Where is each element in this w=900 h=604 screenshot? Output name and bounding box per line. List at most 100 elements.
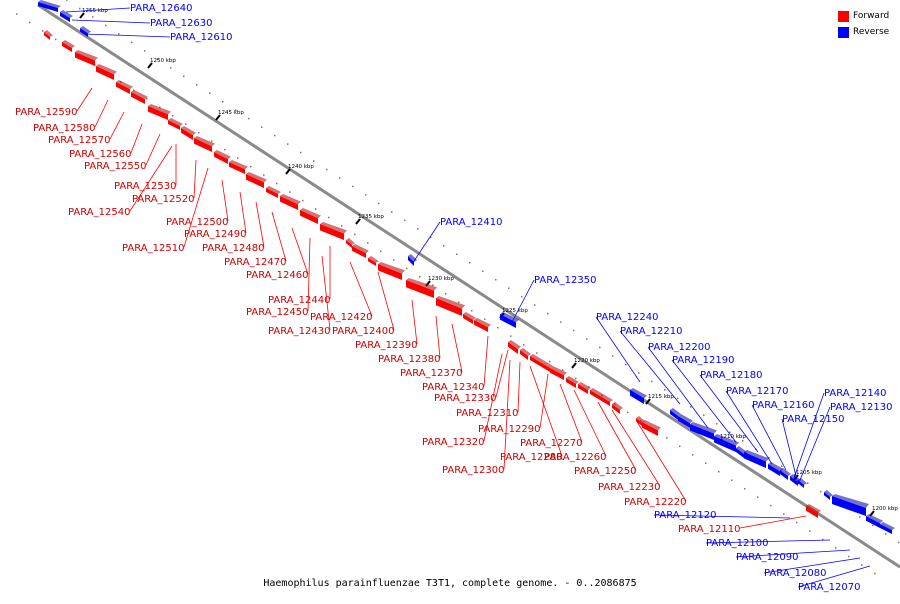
forward-gene-label: PARA_12280 [500,452,562,463]
reverse-gene [768,462,783,476]
kbp-tick-label: 1215 kbp [648,394,674,400]
gene-body [38,2,58,12]
gene-body [578,384,588,394]
forward-label-connector [109,111,125,140]
gene-body [520,350,528,360]
minor-tick [159,106,161,109]
minor-tick [328,216,330,219]
minor-tick [560,321,562,323]
reverse-label-connector [699,374,759,453]
gene-body [630,390,644,404]
gene-body [352,246,366,258]
gene-bevel [60,10,73,18]
gene-body [214,152,228,164]
major-tick [79,12,85,19]
minor-tick [380,250,382,253]
minor-tick [79,7,81,10]
forward-gene-label: PARA_12260 [544,452,606,463]
minor-tick [861,564,863,566]
reverse-gene-label: PARA_12120 [654,510,716,521]
minor-tick [510,335,512,337]
reverse-gene [408,254,417,266]
minor-tick [224,148,226,151]
reverse-label-connector [751,404,787,471]
minor-tick [42,30,44,32]
reverse-gene-label: PARA_12200 [648,342,710,353]
reverse-gene-label: PARA_12640 [130,3,192,14]
minor-tick [534,304,536,306]
reverse-label-connector [781,418,799,485]
minor-tick [651,380,653,383]
gene-body [530,356,540,366]
genome-caption: Haemophilus parainfluenzae T3T1, complet… [263,578,637,589]
reverse-gene-label: PARA_12240 [596,312,658,323]
major-tick [645,398,651,405]
forward-gene-label: PARA_12470 [224,257,286,268]
forward-gene-label: PARA_12490 [184,229,246,240]
reverse-label-connector [83,33,171,38]
kbp-tick-label: 1240 kbp [288,164,314,170]
kbp-tick-label: 1220 kbp [574,358,600,364]
reverse-label-connector [735,549,851,558]
minor-tick [248,117,250,120]
gene-body [540,362,550,372]
minor-tick [627,411,629,414]
minor-tick [391,211,393,213]
minor-tick [456,253,458,256]
reverse-swatch [838,26,849,38]
forward-gene-label: PARA_12110 [678,524,740,535]
gene-body [320,224,344,240]
minor-tick [521,295,523,298]
reverse-gene [880,522,895,534]
reverse-label-connector [595,316,641,383]
minor-tick [807,482,809,484]
kbp-tick-label: 1200 kbp [872,506,898,512]
gene-bevel [690,422,717,434]
minor-tick [705,462,707,465]
minor-tick [261,126,263,128]
kbp-tick-label: 1205 kbp [796,470,822,476]
minor-tick [523,343,525,346]
minor-tick [575,377,577,380]
gene-bevel [38,0,61,8]
forward-label-connector [529,365,563,457]
minor-tick [302,199,304,202]
forward-gene-label: PARA_12220 [624,497,686,508]
minor-tick [638,372,640,374]
kbp-tick-label: 1250 kbp [150,58,176,64]
reverse-gene [780,468,791,480]
reverse-label-connector [797,565,871,588]
forward-gene [246,172,267,188]
gene-bevel [320,222,347,234]
forward-gene [590,388,603,400]
reverse-gene [500,312,519,328]
forward-label-connector [483,353,503,442]
minor-tick [289,191,291,193]
forward-label-connector [307,237,311,312]
minor-tick [729,431,731,434]
gene-bevel [474,318,491,328]
forward-label-connector [349,261,373,317]
forward-gene-label: PARA_12330 [434,393,496,404]
reverse-gene [832,494,869,516]
gene-bevel [744,450,769,462]
reverse-label-connector [763,557,861,574]
major-tick [215,114,221,121]
minor-tick [874,572,876,575]
gene-body [60,12,70,22]
reverse-gene-label: PARA_12610 [170,32,232,43]
reverse-gene [690,422,717,440]
forward-gene [116,80,133,94]
minor-tick [367,242,369,244]
forward-gene-label: PARA_12250 [574,466,636,477]
minor-tick [326,168,328,171]
minor-tick [822,538,824,541]
reverse-gene-label: PARA_12090 [736,552,798,563]
gene-body [806,506,818,518]
minor-tick [144,50,146,52]
minor-tick [731,479,733,481]
gene-body [181,128,193,140]
gene-body [798,480,804,488]
minor-tick [263,174,265,176]
